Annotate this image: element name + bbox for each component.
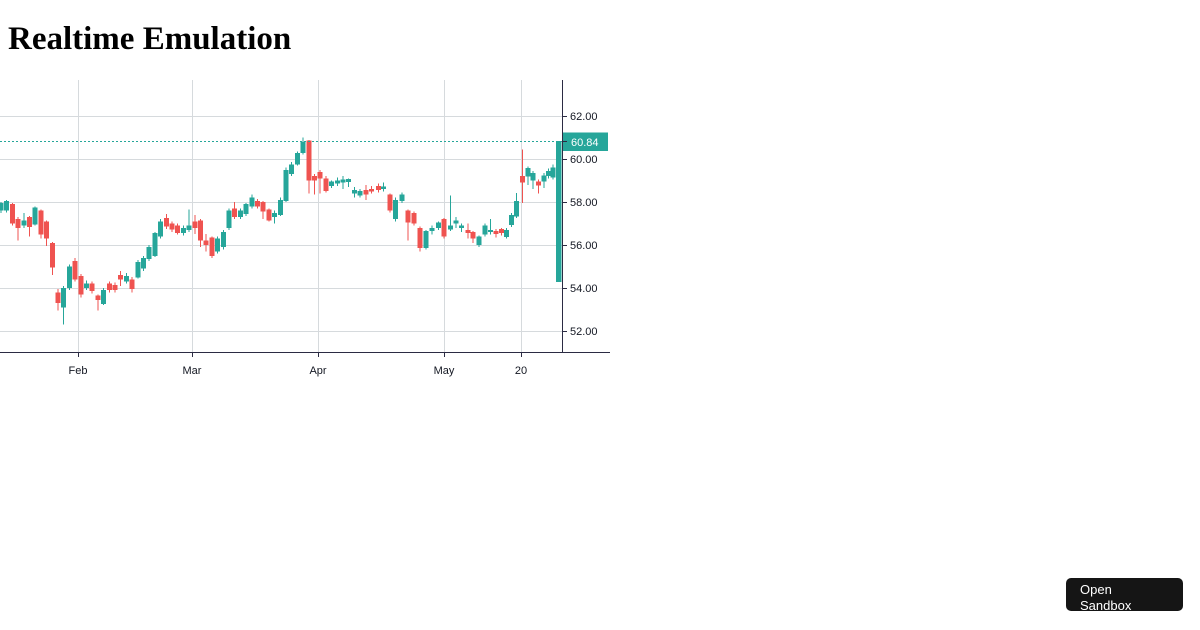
svg-text:Mar: Mar [183, 365, 202, 377]
svg-text:58.00: 58.00 [570, 197, 598, 209]
svg-text:60.84: 60.84 [571, 137, 599, 149]
svg-text:Feb: Feb [69, 365, 88, 377]
svg-text:Apr: Apr [309, 365, 326, 377]
svg-text:60.00: 60.00 [570, 154, 598, 166]
svg-text:52.00: 52.00 [570, 326, 598, 338]
svg-text:54.00: 54.00 [570, 283, 598, 295]
svg-text:62.00: 62.00 [570, 111, 598, 123]
svg-text:56.00: 56.00 [570, 240, 598, 252]
svg-text:May: May [434, 365, 455, 377]
svg-text:20: 20 [515, 365, 527, 377]
